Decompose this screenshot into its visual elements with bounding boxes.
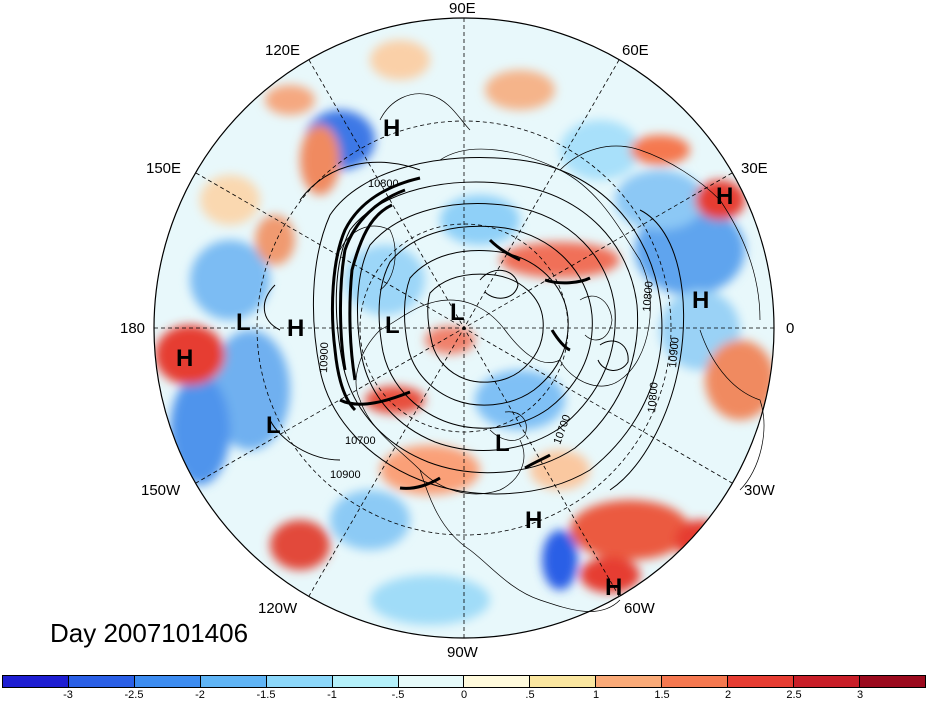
lon-label-90w: 90W (447, 644, 478, 661)
colorbar-segment (728, 676, 795, 687)
colorbar-segment (464, 676, 531, 687)
lon-label-60w: 60W (624, 600, 655, 617)
colorbar-tick-label: 0 (460, 689, 468, 701)
colorbar-segment (200, 676, 267, 687)
colorbar-segment (794, 676, 860, 687)
colorbar-tick-label: -2.5 (124, 689, 144, 701)
colorbar-segment (134, 676, 201, 687)
lon-label-0: 0 (786, 320, 795, 337)
high-center-north-pacific: H (176, 345, 193, 372)
high-center-west-pacific: H (287, 315, 304, 342)
high-center-north-africa: H (692, 287, 709, 314)
lon-label-150e: 150E (146, 160, 182, 177)
high-center-north-siberia: H (383, 115, 400, 142)
low-center-labrador: L (495, 430, 510, 457)
height-contours (263, 157, 685, 495)
colorbar (2, 675, 926, 688)
contour-label-10900-b: 10900 (667, 337, 682, 369)
colorbar-tick-label: -3 (63, 689, 73, 701)
lon-label-30e: 30E (741, 160, 768, 177)
high-center-east-europe: H (716, 183, 733, 210)
high-center-atlantic: H (525, 507, 542, 534)
jet-contours (330, 176, 591, 490)
colorbar-tick-label: 2 (724, 689, 732, 701)
low-center-alaska: L (385, 312, 400, 339)
graticule (154, 18, 774, 638)
lon-label-120w: 120W (258, 600, 298, 617)
lon-label-120e: 120E (265, 42, 301, 59)
lon-label-30w: 30W (744, 482, 775, 499)
low-center-arctic: L (450, 299, 465, 326)
colorbar-segment (596, 676, 663, 687)
colorbar-tick-label: 1 (592, 689, 600, 701)
contour-label-10900-c: 10900 (318, 342, 331, 373)
contour-label-10800-b: 10800 (641, 281, 656, 313)
colorbar-tick-label: 1.5 (654, 689, 670, 701)
colorbar-segment (332, 676, 399, 687)
lon-label-150w: 150W (141, 482, 181, 499)
colorbar-tick-label: 2.5 (786, 689, 802, 701)
colorbar-tick-label: .5 (525, 689, 535, 701)
colorbar-tick-label: 3 (856, 689, 864, 701)
contour-label-10800-c: 10800 (646, 382, 661, 414)
low-center-gulf-alaska: L (266, 412, 281, 439)
colorbar-segment (662, 676, 729, 687)
colorbar-tick-label: -2 (195, 689, 205, 701)
colorbar-tick-label: -1 (327, 689, 337, 701)
colorbar-segment (266, 676, 333, 687)
colorbar-segment (859, 676, 925, 687)
colorbar-segment (3, 676, 69, 687)
day-label: Day 2007101406 (50, 618, 249, 648)
colorbar-segment (398, 676, 465, 687)
lon-label-180: 180 (120, 320, 146, 337)
colorbar-segment (530, 676, 597, 687)
high-center-south-america: H (605, 574, 622, 601)
lon-label-90e: 90E (449, 0, 476, 17)
lon-label-60e: 60E (622, 42, 649, 59)
contour-label-10900-a: 10900 (330, 469, 361, 481)
contour-label-10800-a: 10800 (368, 178, 399, 190)
colorbar-tick-label: -.5 (391, 689, 405, 701)
contour-label-10700-a: 10700 (345, 435, 376, 447)
low-center-bering: L (236, 309, 251, 336)
colorbar-tick-label: -1.5 (256, 689, 276, 701)
colorbar-segment (68, 676, 135, 687)
